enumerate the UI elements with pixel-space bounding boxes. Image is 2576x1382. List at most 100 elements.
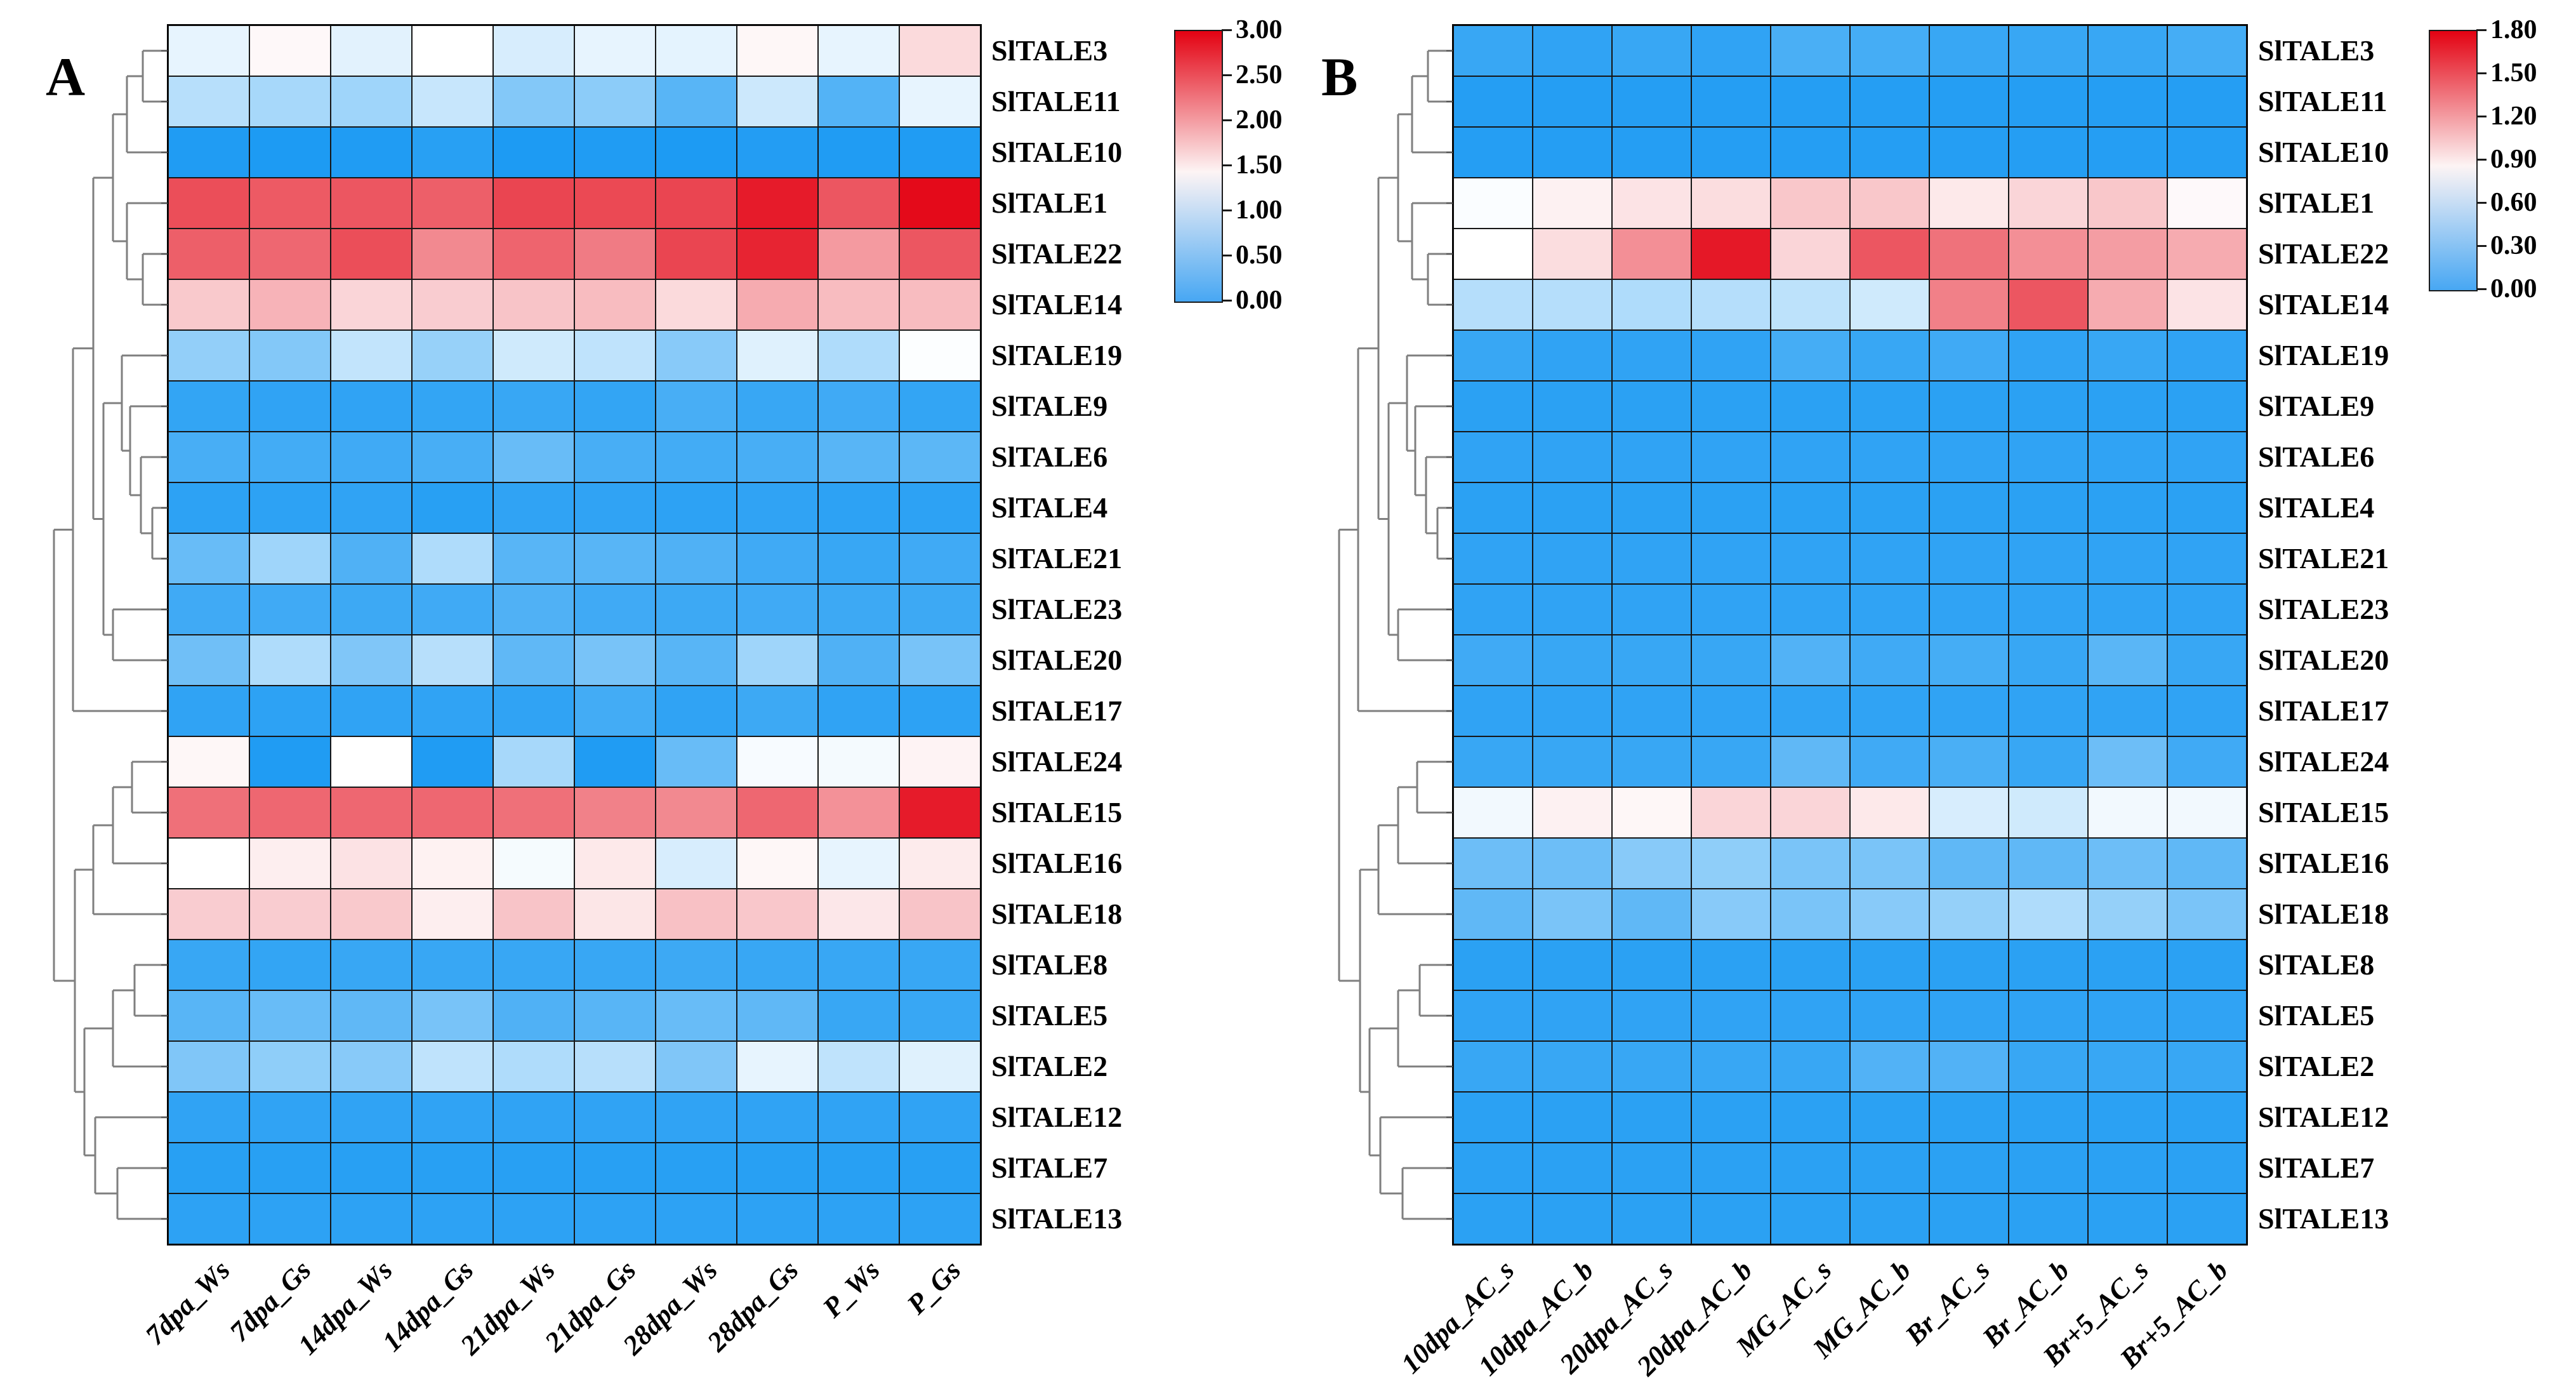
heatmap-cell [1533,838,1612,889]
row-tick-mark [1446,1066,1453,1067]
heatmap-cell [1453,889,1533,940]
heatmap-cell [168,279,249,330]
heatmap-cell [899,330,981,381]
heatmap-cell [331,381,412,432]
colorbar-tick-mark [2476,202,2487,204]
heatmap-cell [737,533,818,584]
row-tick-mark [161,507,168,508]
heatmap-cell [412,178,493,229]
heatmap-cell [2088,432,2167,482]
heatmap-cell [899,229,981,279]
heatmap-cell [818,381,899,432]
heatmap-cell [1612,279,1691,330]
heatmap-cell [1850,889,1929,940]
heatmap-cell [1453,686,1533,736]
colorbar-tick-label: 0.60 [2490,188,2537,217]
heatmap-cell [493,940,574,990]
row-tick-mark [1446,456,1453,458]
heatmap-cell [899,584,981,635]
heatmap-cell [2088,1092,2167,1143]
row-label: SlTALE19 [2258,339,2389,371]
heatmap-cell [1771,1041,1850,1092]
heatmap-cell [2088,584,2167,635]
heatmap-cell [168,229,249,279]
heatmap-cell [1929,584,2009,635]
heatmap-cell [656,1143,737,1193]
row-tick-mark [161,609,168,610]
colorbar-tick-label: 0.00 [2490,274,2537,303]
row-tick-mark [1446,1218,1453,1219]
heatmap-cell [2167,1092,2247,1143]
heatmap-cell [574,1041,656,1092]
heatmap-cell [1850,686,1929,736]
colorbar-tick-label: 1.80 [2490,15,2537,44]
heatmap-cell [1929,330,2009,381]
heatmap-cell [331,686,412,736]
heatmap-cell [2167,584,2247,635]
heatmap-cell [331,178,412,229]
heatmap-cell [1691,990,1771,1041]
row-label: SlTALE10 [991,136,1123,168]
heatmap-cell [1691,940,1771,990]
row-tick-mark [161,355,168,356]
heatmap-cell [2009,330,2088,381]
heatmap-cell [412,229,493,279]
heatmap-cell [2088,127,2167,178]
heatmap-cell [737,127,818,178]
heatmap-cell [656,279,737,330]
heatmap-cell [1929,686,2009,736]
colorbar-tick-mark [1222,29,1232,31]
heatmap-cell [249,1041,331,1092]
heatmap-cell [412,25,493,76]
heatmap-cell [493,279,574,330]
heatmap-cell [899,1193,981,1244]
heatmap-cell [737,279,818,330]
heatmap-cell [737,482,818,533]
row-label: SlTALE22 [991,237,1123,270]
row-tick-mark [1446,253,1453,255]
row-tick-mark [1446,660,1453,661]
heatmap-cell [1850,76,1929,127]
heatmap-cell [899,736,981,787]
row-label: SlTALE20 [2258,644,2389,676]
heatmap-cell [2167,940,2247,990]
heatmap-cell [493,889,574,940]
heatmap-cell [493,584,574,635]
heatmap-cell [656,1092,737,1143]
heatmap-cell [1850,178,1929,229]
heatmap-cell [412,127,493,178]
colorbar-tick-label: 2.50 [1236,60,1283,90]
heatmap-cell [737,330,818,381]
heatmap-cell [1771,635,1850,686]
heatmap-cell [1691,838,1771,889]
heatmap-cell [168,482,249,533]
heatmap-cell [1533,940,1612,990]
heatmap-cell [1612,178,1691,229]
heatmap-cell [249,25,331,76]
heatmap-cell [818,432,899,482]
heatmap-cell [1612,1092,1691,1143]
heatmap-cell [1453,940,1533,990]
heatmap-cell [1771,990,1850,1041]
heatmap-cell [168,990,249,1041]
heatmap-cell [493,432,574,482]
heatmap-cell [2009,838,2088,889]
heatmap-cell [899,381,981,432]
heatmap-cell [1929,381,2009,432]
heatmap-cell [899,889,981,940]
heatmap-cell [1691,178,1771,229]
heatmap-cell [1850,330,1929,381]
heatmap-cell [656,990,737,1041]
heatmap-cell [1850,1143,1929,1193]
heatmap-cell [331,482,412,533]
heatmap-cell [574,635,656,686]
heatmap-cell [818,838,899,889]
heatmap-cell [168,838,249,889]
heatmap-cell [1929,1143,2009,1193]
heatmap-cell [2009,736,2088,787]
heatmap-cell [331,279,412,330]
heatmap-cell [1533,1092,1612,1143]
row-label: SlTALE4 [991,491,1108,524]
heatmap-cell [331,787,412,838]
heatmap-cell [1850,1041,1929,1092]
